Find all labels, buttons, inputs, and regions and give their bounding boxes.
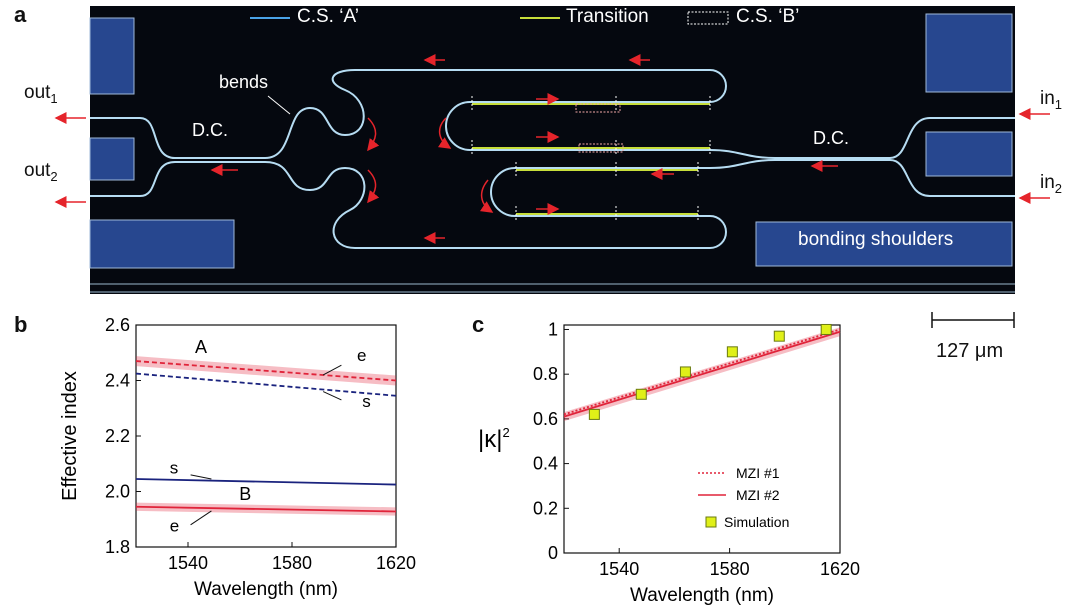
waveguides (90, 69, 1015, 249)
scale-bar-label: 127 μm (936, 340, 1004, 362)
cs-b-boxes (575, 103, 624, 153)
panel-letter-a: a (14, 2, 27, 27)
simulation-point (773, 330, 785, 342)
legend-cs-b-label: C.S. ‘B’ (736, 6, 800, 27)
simulation-point (588, 408, 600, 420)
annotation-e-top-leader (322, 364, 342, 376)
effective-index-chart: 1540 1580 1620 1.8 2.0 2.2 2.4 2.6 Wavelength (n… (59, 315, 416, 600)
legend-mzi1-label: MZI #1 (736, 465, 780, 481)
device-micrograph (54, 6, 1050, 294)
y-axis-label: Effective index (59, 371, 81, 501)
simulation-point (820, 323, 832, 335)
y-tick-label: 1 (548, 319, 558, 339)
legend-mzi2-label: MZI #2 (736, 487, 780, 503)
simulation-point (726, 346, 738, 358)
legend-sim-label: Simulation (724, 514, 789, 530)
s-bottom-leader (190, 474, 212, 480)
x-tick-label: 1540 (599, 559, 639, 579)
y-tick-label: 2.4 (105, 371, 130, 391)
e-bottom-annotation: e (170, 517, 179, 536)
series-line (135, 505, 397, 513)
dc-left-label: D.C. (192, 120, 228, 140)
legend-sim-swatch (705, 516, 717, 528)
series-line (135, 360, 397, 382)
legend-transition-label: Transition (566, 6, 649, 27)
y-tick-label: 0 (548, 543, 558, 563)
series-line (135, 478, 397, 486)
plot-frame (563, 324, 841, 554)
y-axis-label: |κ|2 (478, 425, 510, 453)
y-tick-label: 2.6 (105, 315, 130, 335)
bends-label: bends (219, 72, 269, 92)
out1-label: out1 (24, 82, 58, 106)
y-tick-label: 0.2 (533, 498, 558, 518)
propagation-arrows (54, 54, 1050, 244)
y-tick-label: 2.2 (105, 426, 130, 446)
x-tick-label: 1620 (820, 559, 860, 579)
y-tick-label: 0.6 (533, 409, 558, 429)
bonding-shoulders-label: bonding shoulders (798, 229, 954, 250)
coupling-chart: 1540 1580 1620 0 0.2 0.4 0.6 0.8 1 Wavelength (nm… (478, 319, 860, 606)
annotation-b: B (239, 484, 251, 504)
out2-label: out2 (24, 160, 58, 184)
x-tick-label: 1580 (710, 559, 750, 579)
series-line (563, 328, 841, 416)
x-axis-label: Wavelength (nm) (630, 585, 774, 606)
x-axis-label: Wavelength (nm) (194, 579, 338, 600)
simulation-point (679, 366, 691, 378)
legend-cs-a-label: C.S. ‘A’ (297, 6, 359, 27)
in1-label: in1 (1040, 88, 1063, 112)
e-bottom-leader (190, 510, 212, 526)
section-markers (471, 96, 711, 222)
simulation-point (635, 388, 647, 400)
s-top-annotation: s (362, 392, 371, 411)
x-tick-label: 1540 (168, 553, 208, 573)
dc-right-label: D.C. (813, 128, 849, 148)
scale-bar (931, 312, 1015, 328)
annotation-a: A (195, 337, 207, 357)
panel-letter-c: c (472, 312, 485, 337)
series-line (135, 372, 397, 397)
panel-letter-b: b (14, 312, 28, 337)
s-bottom-annotation: s (170, 458, 179, 477)
legend-cs-b-swatch (687, 11, 729, 25)
bends-leader (267, 95, 291, 115)
annotation-e-top: e (357, 346, 366, 365)
bonding-pads (89, 13, 1013, 269)
series-line (563, 330, 841, 418)
y-tick-label: 1.8 (105, 537, 130, 557)
y-tick-label: 0.4 (533, 454, 558, 474)
x-tick-label: 1620 (376, 553, 416, 573)
y-tick-label: 0.8 (533, 364, 558, 384)
in2-label: in2 (1040, 172, 1063, 196)
y-tick-label: 2.0 (105, 482, 130, 502)
x-tick-label: 1580 (272, 553, 312, 573)
s-top-leader (322, 391, 342, 401)
